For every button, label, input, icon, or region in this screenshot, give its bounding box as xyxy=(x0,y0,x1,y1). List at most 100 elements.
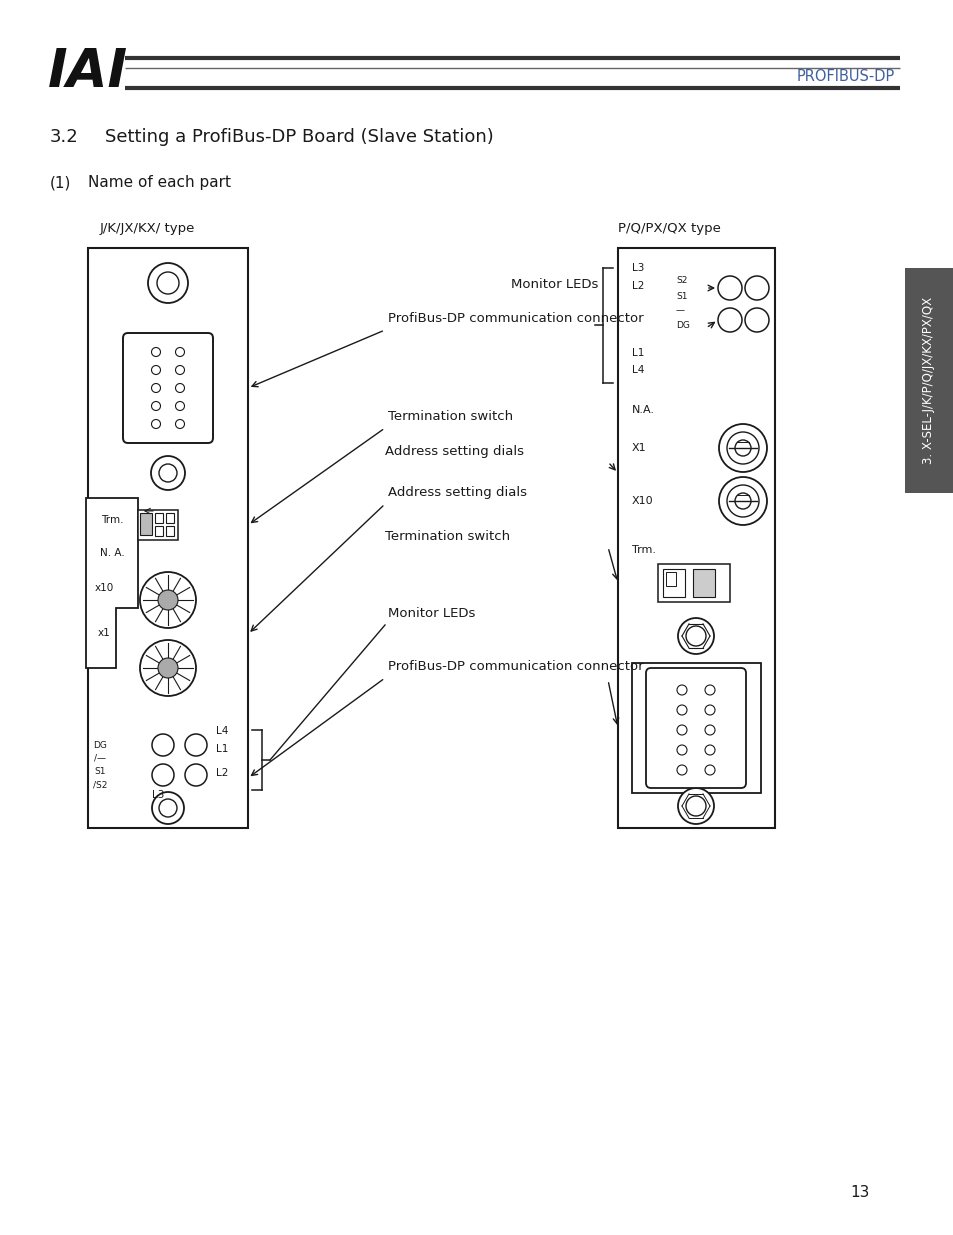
Circle shape xyxy=(734,493,750,509)
Text: Monitor LEDs: Monitor LEDs xyxy=(510,278,598,291)
Circle shape xyxy=(677,685,686,695)
Text: N. A.: N. A. xyxy=(99,548,124,558)
Bar xyxy=(140,513,152,535)
Text: L2: L2 xyxy=(631,282,643,291)
Text: L3: L3 xyxy=(152,790,164,800)
Text: DG: DG xyxy=(93,741,107,750)
Text: ProfiBus-DP communication connector: ProfiBus-DP communication connector xyxy=(388,659,643,673)
Text: 3. X-SEL-J/K/P/Q/JX/KX/PX/QX: 3. X-SEL-J/K/P/Q/JX/KX/PX/QX xyxy=(922,296,935,463)
Text: IAI: IAI xyxy=(48,46,128,98)
Text: Termination switch: Termination switch xyxy=(385,530,510,543)
Bar xyxy=(904,268,953,493)
Bar xyxy=(631,663,760,793)
FancyBboxPatch shape xyxy=(123,333,213,443)
Text: (1): (1) xyxy=(50,175,71,190)
Circle shape xyxy=(678,788,713,824)
Circle shape xyxy=(185,734,207,756)
Text: x10: x10 xyxy=(94,583,113,593)
Circle shape xyxy=(159,464,177,482)
Circle shape xyxy=(157,272,179,294)
Text: Setting a ProfiBus-DP Board (Slave Station): Setting a ProfiBus-DP Board (Slave Stati… xyxy=(105,128,494,146)
Circle shape xyxy=(152,420,160,429)
Circle shape xyxy=(175,420,184,429)
Circle shape xyxy=(152,734,173,756)
Text: L2: L2 xyxy=(215,768,228,778)
Circle shape xyxy=(152,401,160,410)
Text: DG: DG xyxy=(676,321,689,331)
Text: Address setting dials: Address setting dials xyxy=(388,487,526,499)
Text: /S2: /S2 xyxy=(92,781,107,790)
Text: 13: 13 xyxy=(850,1186,869,1200)
Circle shape xyxy=(175,347,184,357)
Circle shape xyxy=(719,424,766,472)
Circle shape xyxy=(677,725,686,735)
Circle shape xyxy=(704,725,714,735)
Text: L1: L1 xyxy=(215,743,228,755)
Circle shape xyxy=(152,792,184,824)
Circle shape xyxy=(734,440,750,456)
Bar xyxy=(166,513,173,522)
Circle shape xyxy=(704,685,714,695)
Circle shape xyxy=(677,705,686,715)
Text: Monitor LEDs: Monitor LEDs xyxy=(388,606,475,620)
Circle shape xyxy=(152,384,160,393)
Bar xyxy=(166,526,173,536)
Circle shape xyxy=(677,764,686,776)
Text: L4: L4 xyxy=(631,366,643,375)
Circle shape xyxy=(704,764,714,776)
Circle shape xyxy=(704,745,714,755)
Circle shape xyxy=(677,745,686,755)
Bar xyxy=(658,564,729,601)
FancyBboxPatch shape xyxy=(645,668,745,788)
Text: PROFIBUS-DP: PROFIBUS-DP xyxy=(796,68,894,84)
Circle shape xyxy=(158,590,178,610)
Circle shape xyxy=(151,456,185,490)
Bar xyxy=(618,248,774,827)
Text: S1: S1 xyxy=(676,291,687,300)
Text: P/Q/PX/QX type: P/Q/PX/QX type xyxy=(618,222,720,235)
Text: Trm.: Trm. xyxy=(101,515,123,525)
Circle shape xyxy=(726,432,759,464)
Text: /—: /— xyxy=(94,755,106,763)
Text: L4: L4 xyxy=(215,726,228,736)
Text: L1: L1 xyxy=(631,348,643,358)
Circle shape xyxy=(744,308,768,332)
Text: Name of each part: Name of each part xyxy=(88,175,231,190)
Circle shape xyxy=(159,799,177,818)
Circle shape xyxy=(140,572,195,629)
Text: S1: S1 xyxy=(94,767,106,776)
Circle shape xyxy=(678,618,713,655)
Circle shape xyxy=(158,658,178,678)
Circle shape xyxy=(152,764,173,785)
Circle shape xyxy=(719,477,766,525)
Circle shape xyxy=(704,705,714,715)
Bar xyxy=(662,569,684,597)
Text: 3.2: 3.2 xyxy=(50,128,79,146)
Text: ProfiBus-DP communication connector: ProfiBus-DP communication connector xyxy=(388,312,643,325)
Text: Address setting dials: Address setting dials xyxy=(385,445,523,458)
Text: X1: X1 xyxy=(631,443,646,453)
Bar xyxy=(88,248,248,827)
Text: L3: L3 xyxy=(631,263,643,273)
Bar xyxy=(665,572,676,585)
Text: S2: S2 xyxy=(676,275,687,284)
Circle shape xyxy=(152,347,160,357)
Polygon shape xyxy=(86,498,138,668)
Circle shape xyxy=(718,275,741,300)
Circle shape xyxy=(718,308,741,332)
Circle shape xyxy=(744,275,768,300)
Circle shape xyxy=(175,384,184,393)
Text: Trm.: Trm. xyxy=(631,545,656,555)
Circle shape xyxy=(148,263,188,303)
Bar xyxy=(692,569,714,597)
Text: x1: x1 xyxy=(97,629,111,638)
Circle shape xyxy=(685,797,705,816)
Text: Termination switch: Termination switch xyxy=(388,410,513,424)
Text: —: — xyxy=(676,306,684,315)
Text: X10: X10 xyxy=(631,496,653,506)
Text: N.A.: N.A. xyxy=(631,405,655,415)
Bar xyxy=(154,526,163,536)
Circle shape xyxy=(175,401,184,410)
Circle shape xyxy=(185,764,207,785)
Circle shape xyxy=(685,626,705,646)
